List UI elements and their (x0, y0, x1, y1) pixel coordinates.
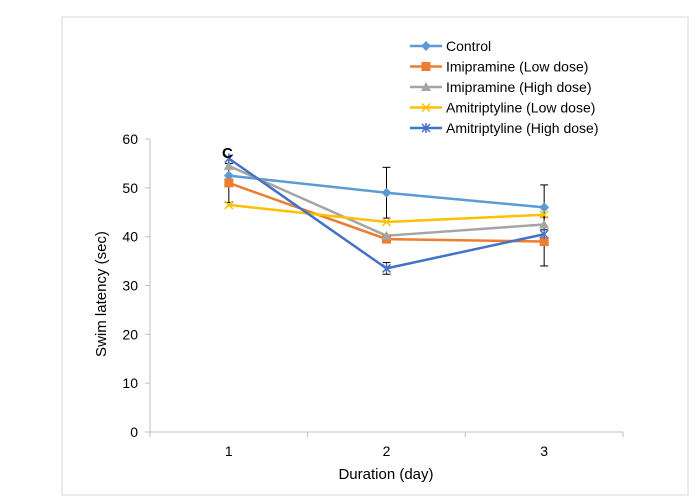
panel-label: C (222, 145, 233, 162)
legend: Control Imipramine (Low dose) Imipramine (… (410, 38, 599, 136)
x-tick-label: 3 (540, 443, 548, 459)
data-point (421, 123, 431, 133)
y-tick-label: 50 (122, 180, 138, 196)
legend-label: Imipramine (Low dose) (446, 59, 588, 75)
y-axis-title: Swim latency (sec) (93, 231, 110, 357)
legend-item: Amitriptyline (Low dose) (410, 100, 595, 116)
x-axis-title: Duration (day) (338, 466, 433, 483)
data-point (224, 153, 234, 164)
legend-label: Control (446, 38, 491, 54)
y-tick-label: 30 (122, 278, 138, 294)
data-point (224, 178, 234, 188)
legend-label: Imipramine (High dose) (446, 79, 592, 95)
legend-label: Amitriptyline (High dose) (446, 120, 599, 136)
axes: 0 10 20 30 40 50 60 1 2 3 (122, 131, 624, 459)
x-tick-label: 2 (383, 443, 391, 459)
data-point (381, 217, 392, 227)
legend-label: Amitriptyline (Low dose) (446, 100, 595, 116)
y-tick-label: 10 (122, 375, 138, 391)
data-point (421, 102, 431, 113)
data-point (421, 62, 431, 71)
data-point-stroke (224, 200, 234, 210)
x-tick-label: 1 (225, 443, 233, 459)
data-point (539, 229, 549, 240)
data-point-stroke (539, 210, 549, 220)
data-point (381, 187, 392, 198)
y-tick-label: 40 (122, 229, 138, 245)
data-point (539, 219, 550, 229)
data-point (539, 210, 549, 220)
legend-item: Control (410, 38, 491, 54)
legend-item: Amitriptyline (High dose) (410, 120, 599, 136)
data-point (224, 200, 234, 210)
data-point-stroke (421, 102, 431, 113)
data-point (421, 82, 431, 91)
data-point (223, 160, 234, 170)
data-point (539, 202, 550, 213)
y-tick-label: 20 (122, 326, 138, 342)
data-point-stroke (381, 217, 392, 227)
data-markers (223, 153, 550, 274)
data-point (381, 263, 392, 274)
legend-item: Imipramine (High dose) (410, 79, 592, 95)
data-point (421, 41, 431, 51)
data-point (539, 237, 549, 247)
data-point (223, 170, 234, 181)
data-point (381, 230, 392, 240)
legend-item: Imipramine (Low dose) (410, 59, 588, 75)
chart-border (61, 16, 689, 496)
y-tick-label: 60 (122, 131, 138, 147)
y-tick-label: 0 (130, 424, 138, 440)
